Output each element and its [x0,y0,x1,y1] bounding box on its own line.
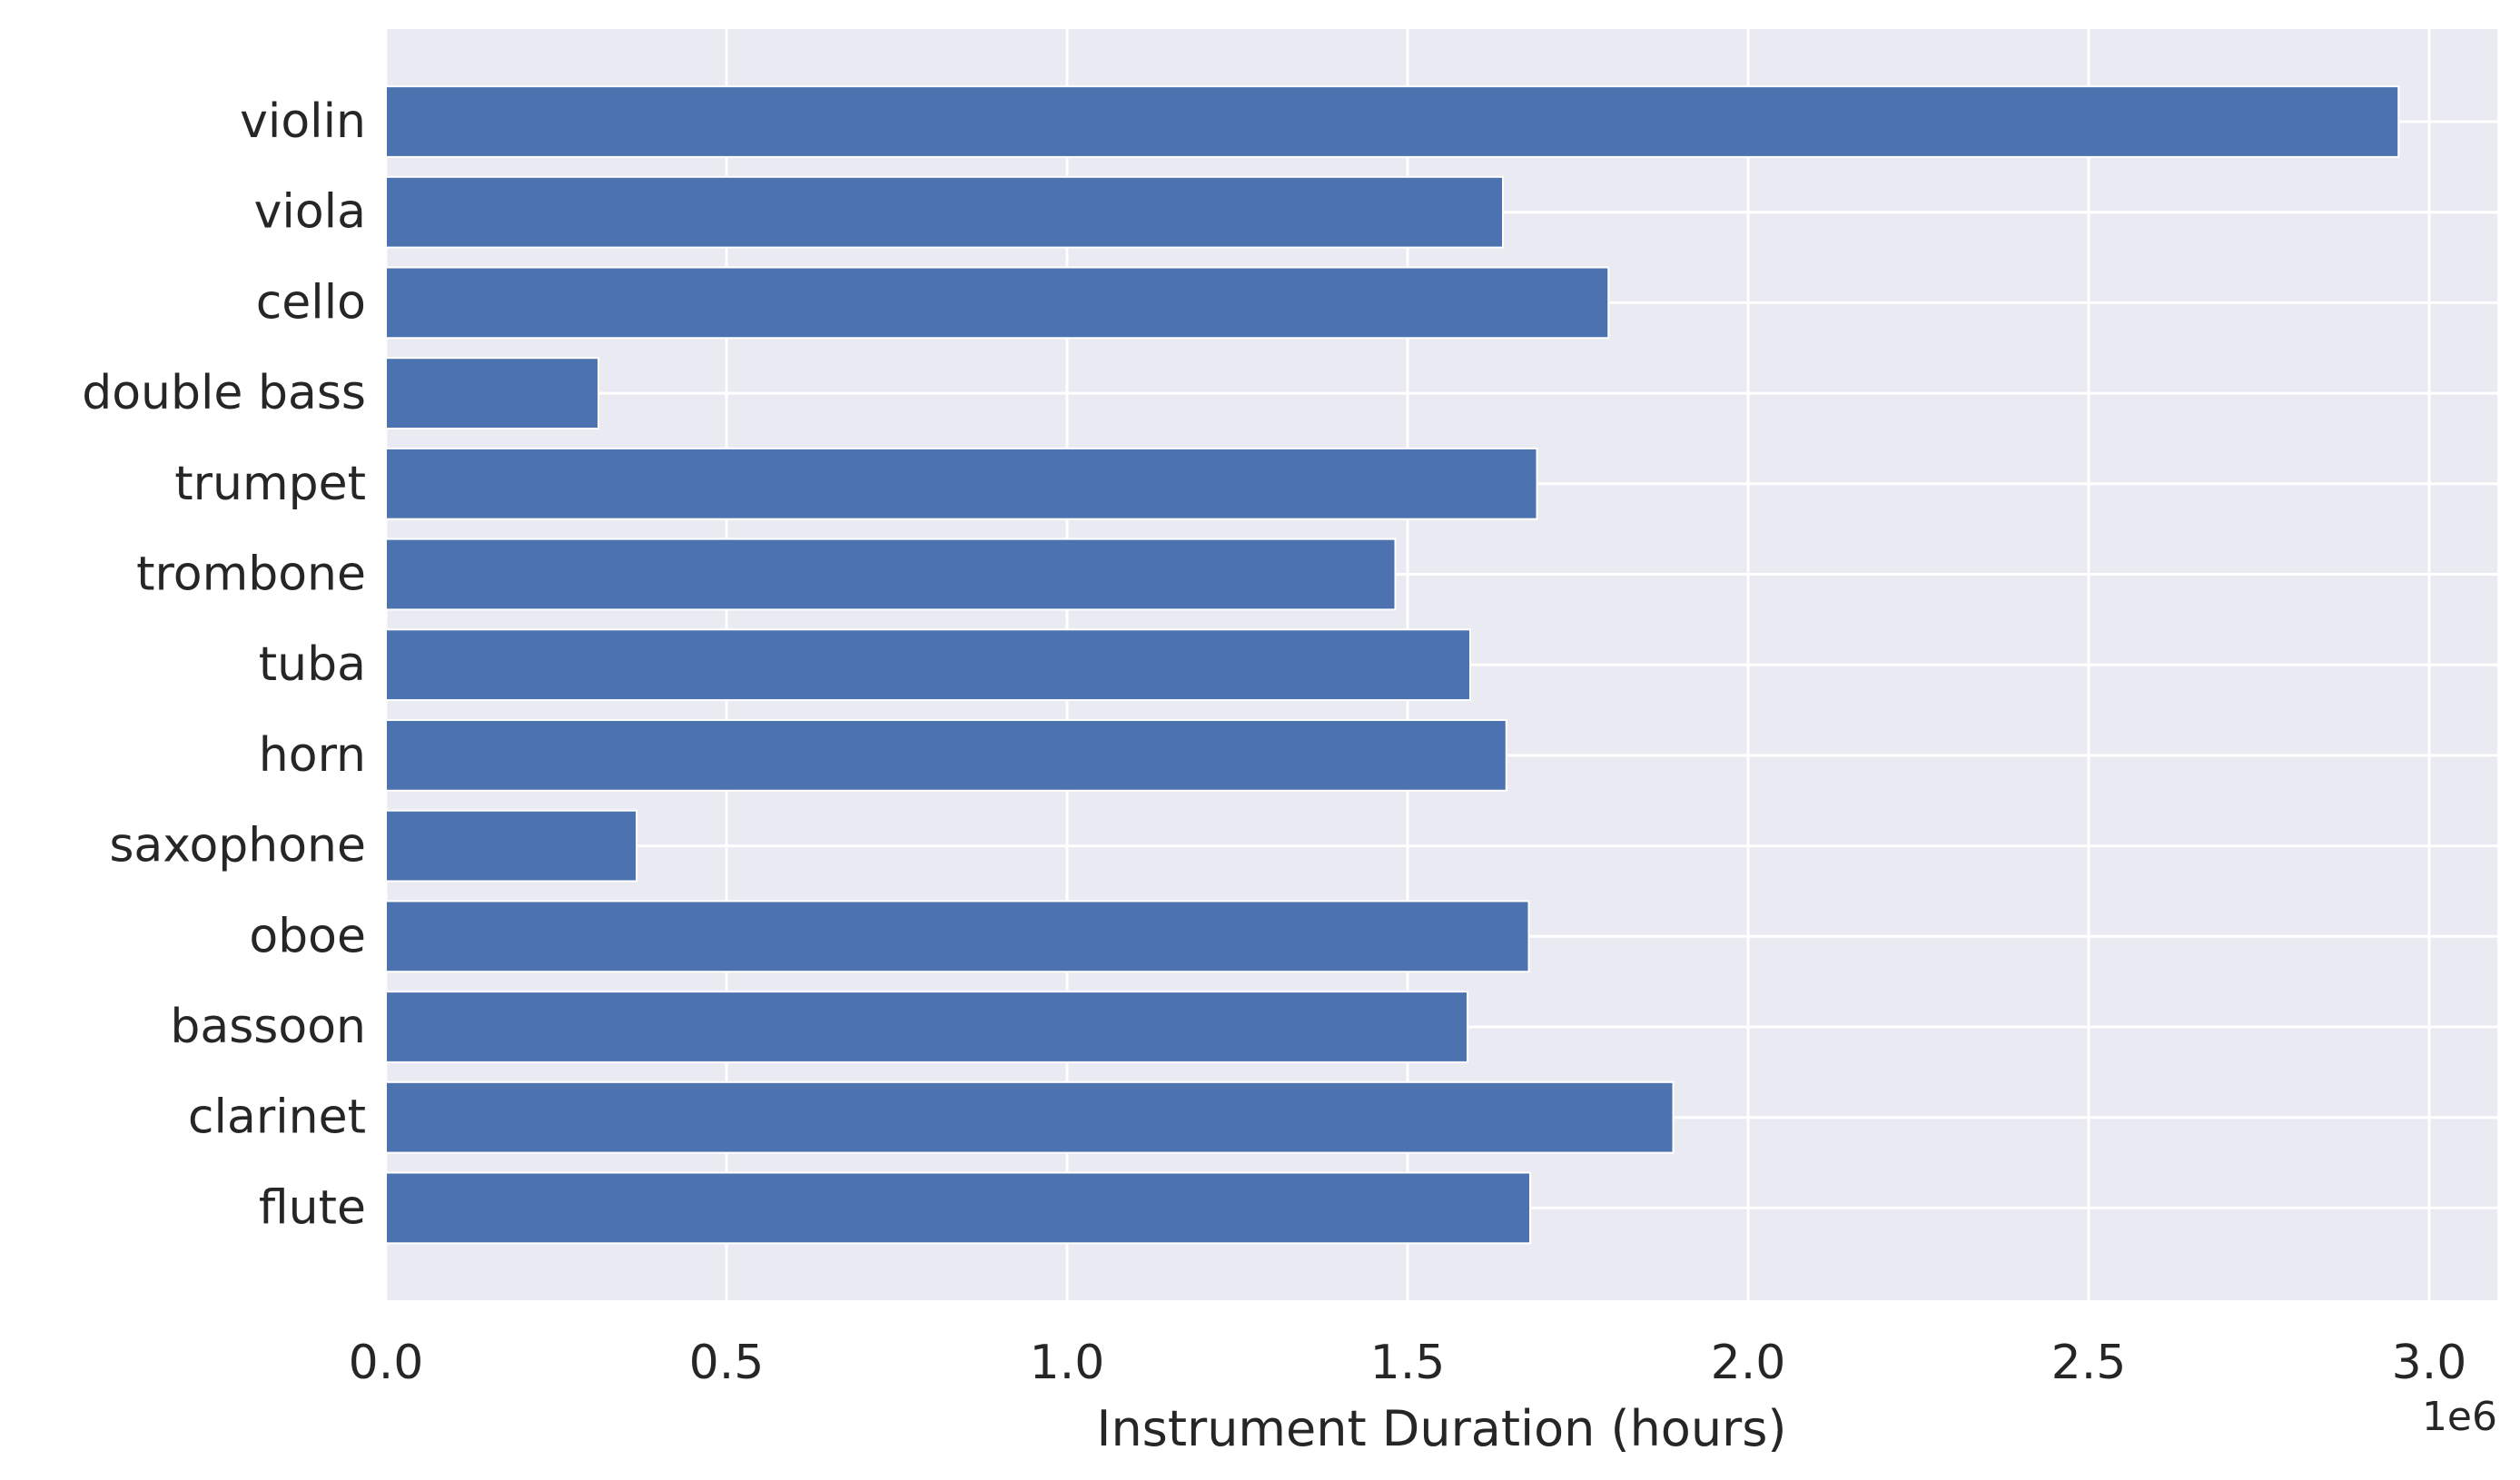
y-tick-label: horn [259,728,366,783]
bar-bassoon [385,991,1468,1063]
x-tick-label: 2.5 [2051,1336,2127,1390]
bars [385,85,2400,1245]
bar-oboe [385,900,1530,973]
y-tick-label: double bass [82,366,366,420]
y-tick-label: flute [259,1180,366,1235]
y-tick-label: viola [254,185,366,240]
x-axis-title: Instrument Duration (hours) [1097,1400,1787,1457]
y-tick-label: tuba [259,637,366,692]
x-tick-label: 0.5 [689,1336,765,1390]
x-tick-label: 2.0 [1711,1336,1786,1390]
x-tick-label: 1.0 [1030,1336,1105,1390]
bar-double-bass [385,357,599,429]
y-tick-label: trumpet [174,457,366,511]
bar-horn [385,719,1507,792]
bar-trumpet [385,447,1538,520]
y-tick-label: cello [256,275,366,330]
y-tick-label: violin [240,94,366,149]
y-tick-label: bassoon [170,1000,366,1054]
bar-tuba [385,628,1471,702]
bar-violin [385,85,2400,158]
bar-trombone [385,538,1397,611]
bar-flute [385,1171,1531,1245]
x-axis-offset-label: 1e6 [2422,1394,2497,1440]
y-tick-label: oboe [249,909,366,963]
y-tick-label: clarinet [188,1090,366,1145]
x-tick-label: 0.0 [349,1336,424,1390]
x-tick-label: 3.0 [2392,1336,2467,1390]
y-tick-labels: violin viola cello double bass trumpet trombo… [82,94,366,1235]
bar-cello [385,266,1610,340]
bar-clarinet [385,1080,1675,1154]
y-tick-label: saxophone [109,819,366,873]
bar-saxophone [385,809,637,883]
x-tick-labels: 0.0 0.5 1.0 1.5 2.0 2.5 3.0 [349,1336,2467,1390]
y-tick-label: trombone [136,548,366,602]
bar-viola [385,175,1504,249]
x-tick-label: 1.5 [1370,1336,1446,1390]
